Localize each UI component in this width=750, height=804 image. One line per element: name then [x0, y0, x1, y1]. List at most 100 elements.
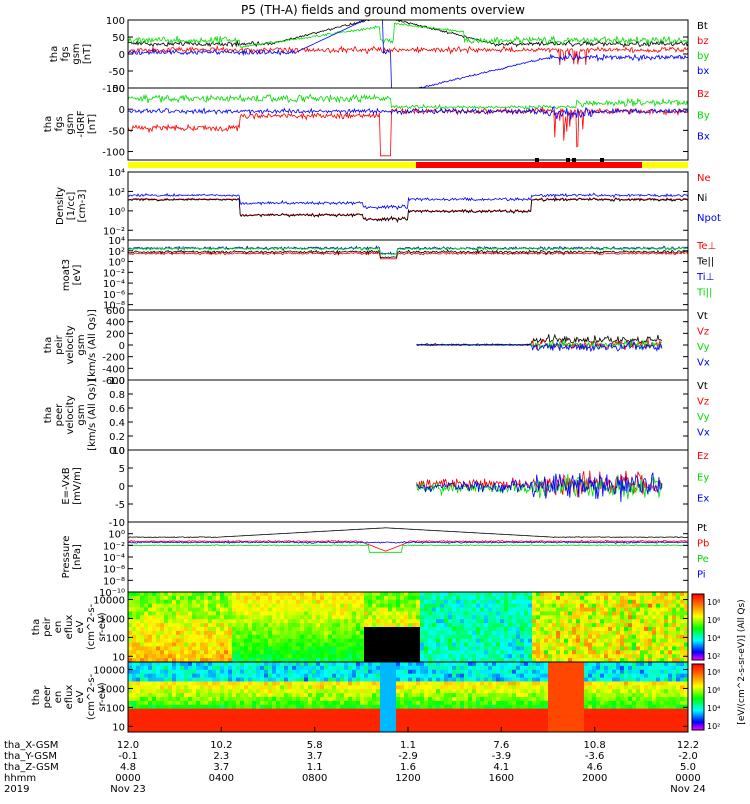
spectrogram-cell	[660, 600, 664, 604]
spectrogram-cell	[524, 705, 528, 709]
spectrogram-cell	[572, 635, 576, 639]
spectrogram-cell	[160, 611, 164, 615]
spectrogram-cell	[224, 646, 228, 650]
spectrogram-cell	[276, 615, 280, 619]
spectrogram-cell	[316, 689, 320, 693]
spectrogram-cell	[236, 635, 240, 639]
spectrogram-cell	[532, 646, 536, 650]
spectrogram-cell	[220, 678, 224, 682]
spectrogram-cell	[480, 646, 484, 650]
spectrogram-cell	[248, 709, 252, 713]
spectrogram-cell	[140, 639, 144, 643]
spectrogram-cell	[320, 619, 324, 623]
spectrogram-cell	[552, 724, 556, 728]
spectrogram-cell	[176, 670, 180, 674]
spectrogram-cell	[208, 678, 212, 682]
spectrogram-cell	[292, 697, 296, 701]
spectrogram-cell	[388, 608, 392, 612]
spectrogram-cell	[408, 654, 412, 658]
spectrogram-cell	[632, 619, 636, 623]
spectrogram-cell	[516, 666, 520, 670]
spectrogram-cell	[180, 639, 184, 643]
spectrogram-cell	[344, 670, 348, 674]
spectrogram-cell	[396, 709, 400, 713]
spectrogram-cell	[152, 716, 156, 720]
spectrogram-cell	[340, 666, 344, 670]
spectrogram-cell	[496, 611, 500, 615]
spectrogram-cell	[372, 720, 376, 724]
spectrogram-cell	[264, 685, 268, 689]
spectrogram-cell	[168, 592, 172, 596]
spectrogram-cell	[544, 623, 548, 627]
spectrogram-cell	[328, 631, 332, 635]
y-axis-label-line: eflux	[64, 615, 75, 640]
spectrogram-cell	[152, 678, 156, 682]
spectrogram-cell	[584, 592, 588, 596]
spectrogram-cell	[240, 596, 244, 600]
spectrogram-cell	[356, 678, 360, 682]
spectrogram-cell	[548, 608, 552, 612]
spectrogram-cell	[452, 646, 456, 650]
spectrogram-cell	[400, 600, 404, 604]
spectrogram-cell	[452, 666, 456, 670]
spectrogram-cell	[552, 720, 556, 724]
spectrogram-cell	[260, 654, 264, 658]
spectrogram-cell	[400, 639, 404, 643]
spectrogram-cell	[332, 600, 336, 604]
spectrogram-cell	[568, 685, 572, 689]
spectrogram-cell	[228, 596, 232, 600]
spectrogram-cell	[328, 666, 332, 670]
spectrogram-cell	[540, 654, 544, 658]
spectrogram-cell	[292, 670, 296, 674]
spectrogram-cell	[504, 720, 508, 724]
spectrogram-cell	[140, 643, 144, 647]
spectrogram-cell	[324, 604, 328, 608]
spectrogram-cell	[608, 685, 612, 689]
spectrogram-cell	[456, 604, 460, 608]
spectrogram-cell	[552, 716, 556, 720]
spectrogram-cell	[184, 608, 188, 612]
spectrogram-cell	[492, 689, 496, 693]
spectrogram-cell	[528, 693, 532, 697]
spectrogram-cell	[400, 619, 404, 623]
spectrogram-cell	[136, 705, 140, 709]
spectrogram-cell	[464, 720, 468, 724]
spectrogram-cell	[320, 600, 324, 604]
spectrogram-cell	[612, 674, 616, 678]
spectrogram-cell	[540, 631, 544, 635]
spectrogram-cell	[536, 681, 540, 685]
spectrogram-cell	[212, 720, 216, 724]
spectrogram-cell	[604, 639, 608, 643]
spectrogram-cell	[480, 666, 484, 670]
spectrogram-cell	[236, 701, 240, 705]
spectrogram-cell	[240, 631, 244, 635]
spectrogram-cell	[404, 689, 408, 693]
spectrogram-cell	[476, 592, 480, 596]
y-axis-label-line: fgs	[60, 46, 71, 61]
spectrogram-cell	[552, 592, 556, 596]
spectrogram-cell	[364, 685, 368, 689]
spectrogram-cell	[264, 646, 268, 650]
spectrogram-cell	[392, 678, 396, 682]
spectrogram-cell	[624, 592, 628, 596]
spectrogram-cell	[244, 724, 248, 728]
legend-entry: Ti||	[696, 288, 712, 299]
spectrogram-cell	[328, 697, 332, 701]
spectrogram-cell	[388, 631, 392, 635]
spectrogram-cell	[268, 600, 272, 604]
spectrogram-cell	[488, 716, 492, 720]
spectrogram-cell	[548, 646, 552, 650]
spectrogram-cell	[376, 623, 380, 627]
spectrogram-cell	[392, 631, 396, 635]
spectrogram-cell	[536, 639, 540, 643]
spectrogram-cell	[476, 689, 480, 693]
spectrogram-cell	[200, 631, 204, 635]
spectrogram-cell	[440, 720, 444, 724]
spectrogram-cell	[536, 604, 540, 608]
spectrogram-cell	[384, 654, 388, 658]
spectrogram-cell	[336, 681, 340, 685]
spectrogram-cell	[504, 611, 508, 615]
spectrogram-cell	[208, 650, 212, 654]
spectrogram-cell	[460, 666, 464, 670]
spectrogram-cell	[264, 709, 268, 713]
